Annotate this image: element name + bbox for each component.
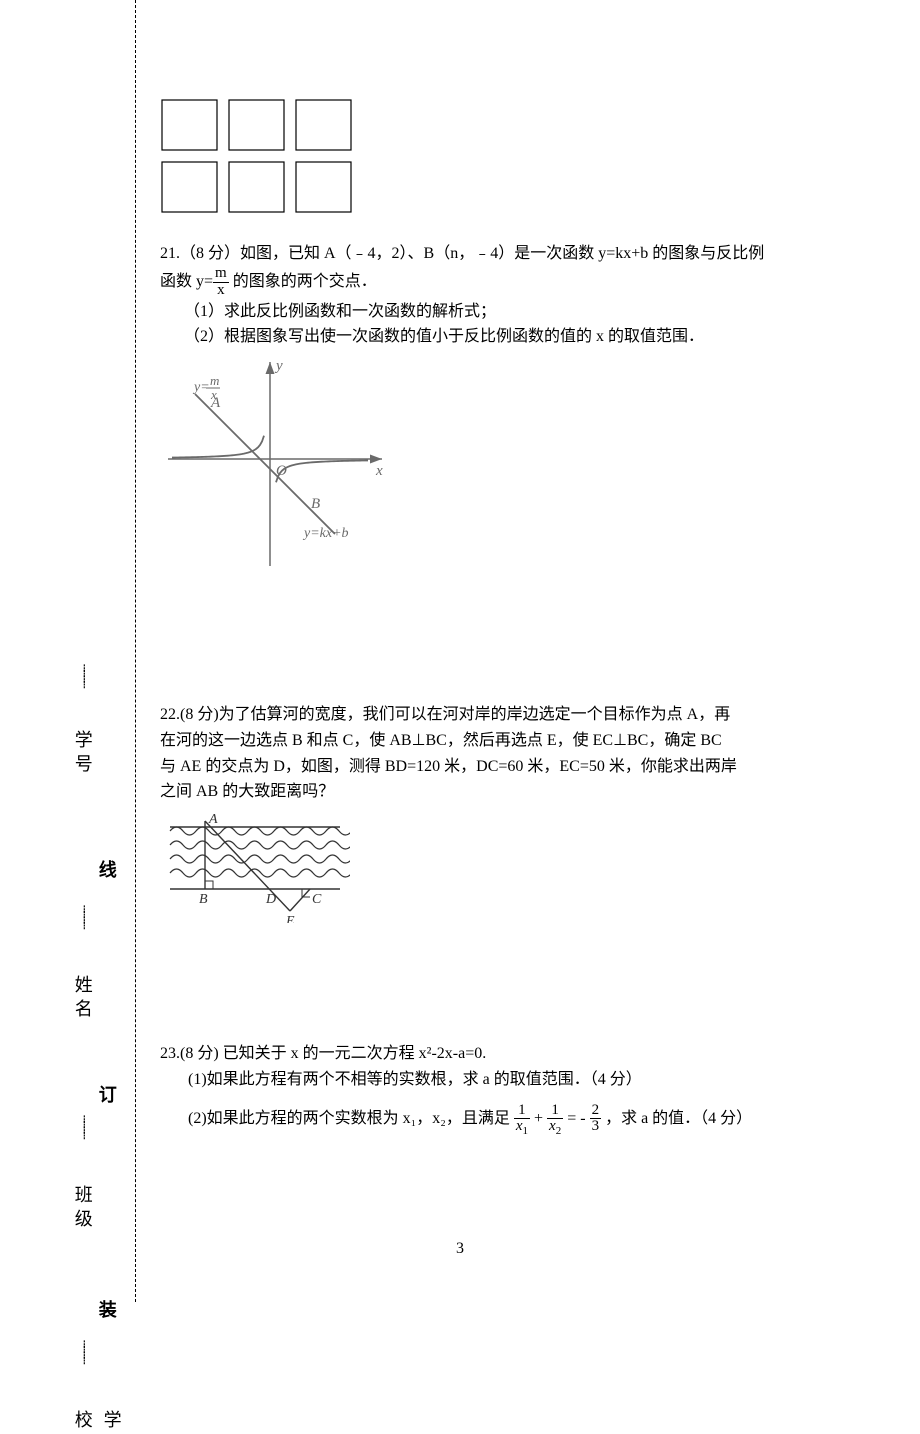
q23-sub2-pre: (2)如果此方程的两个实数根为 x₁，x₂，且满足	[188, 1110, 510, 1127]
label-class: 班级	[68, 1185, 97, 1233]
q23-sub2: (2)如果此方程的两个实数根为 x₁，x₂，且满足 1x1 + 1x2 = - …	[160, 1103, 850, 1136]
q22-block: 22.(8 分)为了估算河的宽度，我们可以在河对岸的岸边选定一个目标作为点 A，…	[160, 702, 850, 931]
label-name: 姓名	[68, 975, 97, 1023]
label-ding: 订	[92, 1085, 121, 1109]
q22-l3: 与 AE 的交点为 D，如图，测得 BD=120 米，DC=60 米，EC=50…	[160, 754, 850, 780]
q23-frac3: 23	[590, 1103, 602, 1136]
q22-diagram-box: A B D C E	[160, 813, 850, 932]
q23-f1-den: x1	[514, 1119, 530, 1135]
svg-text:y: y	[274, 358, 283, 374]
q23-block: 23.(8 分) 已知关于 x 的一元二次方程 x²-2x-a=0. (1)如果…	[160, 1041, 850, 1135]
q21-graph-box: yxOABy=mxy=kx+b	[160, 354, 850, 583]
q23-f3-den: 3	[590, 1119, 602, 1135]
q23-frac2: 1x2	[547, 1103, 563, 1136]
q21-sub2: （2）根据图象写出使一次函数的值小于反比例函数的值的 x 的取值范围．	[160, 324, 850, 350]
q22-l1: 22.(8 分)为了估算河的宽度，我们可以在河对岸的岸边选定一个目标作为点 A，…	[160, 702, 850, 728]
label-id: 学号	[68, 730, 97, 778]
svg-text:m: m	[210, 373, 219, 388]
q21-frac-den: x	[213, 283, 229, 299]
q23-plus: +	[534, 1110, 543, 1127]
svg-text:C: C	[312, 892, 322, 907]
label-xian: 线	[92, 860, 121, 884]
svg-text:x: x	[375, 463, 383, 479]
q21-line2: 函数 y=mx 的图象的两个交点．	[160, 266, 850, 299]
label-zhuang: 装	[92, 1300, 121, 1324]
q21-block: 21.（8 分）如图，已知 A（﹣4，2）、B（n，﹣4）是一次函数 y=kx+…	[160, 241, 850, 583]
svg-text:A: A	[208, 813, 218, 827]
svg-text:D: D	[265, 892, 276, 907]
q20-grid-figure	[160, 98, 850, 223]
q23-heading: 23.(8 分) 已知关于 x 的一元二次方程 x²-2x-a=0.	[160, 1041, 850, 1067]
q21-line2-prefix: 函数	[160, 273, 192, 290]
fill-line-3: ┄┄┄┄	[71, 905, 93, 927]
q23-f1-num: 1	[514, 1103, 530, 1120]
q21-heading: 21.（8 分）如图，已知 A（﹣4，2）、B（n，﹣4）是一次函数 y=kx+…	[160, 241, 850, 267]
q22-l4: 之间 AB 的大致距离吗？	[160, 779, 850, 805]
q23-eq: = -	[567, 1110, 585, 1127]
fill-line-4: ┄┄┄┄	[71, 664, 93, 686]
svg-text:E: E	[285, 914, 295, 923]
svg-text:x: x	[210, 387, 217, 402]
q23-frac1: 1x1	[514, 1103, 530, 1136]
q21-frac-num: m	[213, 266, 229, 283]
fill-line-2: ┄┄┄┄	[71, 1115, 93, 1137]
q22-diagram-svg: A B D C E	[160, 813, 350, 923]
q21-sub1: （1）求此反比例函数和一次函数的解析式；	[160, 299, 850, 325]
fill-line-1: ┄┄┄┄	[71, 1340, 93, 1362]
q21-graph-svg: yxOABy=mxy=kx+b	[160, 354, 390, 574]
q22-l2: 在河的这一边选点 B 和点 C，使 AB⊥BC，然后再选点 E，使 EC⊥BC，…	[160, 728, 850, 754]
grid-svg	[160, 98, 353, 214]
q21-formula-y: y=	[196, 273, 213, 290]
svg-text:y=kx+b: y=kx+b	[302, 526, 349, 541]
svg-text:B: B	[311, 496, 320, 512]
q23-f2-den: x2	[547, 1119, 563, 1135]
q23-f3-num: 2	[590, 1103, 602, 1120]
page-number: 3	[0, 1236, 920, 1262]
page-content: 21.（8 分）如图，已知 A（﹣4，2）、B（n，﹣4）是一次函数 y=kx+…	[160, 90, 850, 1135]
svg-text:B: B	[199, 892, 208, 907]
q23-sub2-post: ，求 a 的值．（4 分）	[605, 1110, 752, 1127]
binding-margin: 学校 ┄┄┄┄ 装 班级 ┄┄┄┄ 订 姓名 ┄┄┄┄ 线 学号 ┄┄┄┄	[68, 340, 138, 1242]
q23-sub1: (1)如果此方程有两个不相等的实数根，求 a 的取值范围．（4 分）	[160, 1067, 850, 1093]
q21-line2-suffix: 的图象的两个交点．	[233, 273, 377, 290]
q23-f2-num: 1	[547, 1103, 563, 1120]
label-school: 学校	[68, 1410, 126, 1434]
q21-frac: mx	[213, 266, 229, 299]
